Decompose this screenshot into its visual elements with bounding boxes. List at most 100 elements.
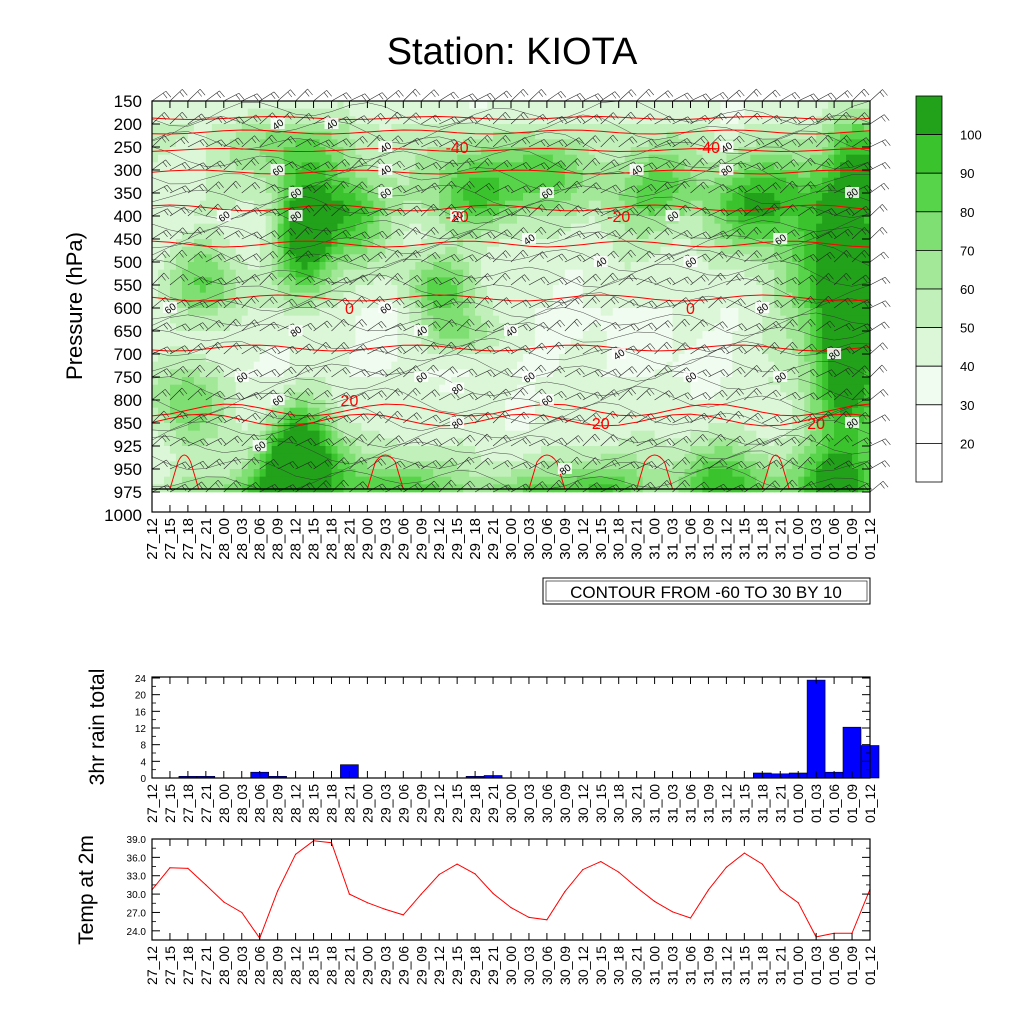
humidity-cell [708,223,715,232]
humidity-cell [756,108,763,117]
humidity-cell [283,323,291,332]
humidity-cell [816,400,823,409]
humidity-cell [373,331,380,340]
humidity-cell [588,131,596,140]
humidity-cell [355,185,362,194]
humidity-cell [469,338,476,347]
humidity-cell [187,277,195,286]
humidity-cell [822,361,829,370]
humidity-cell [702,384,709,393]
humidity-cell [564,254,572,263]
humidity-cell [858,101,865,110]
humidity-cell [828,216,835,225]
humidity-cell [786,361,793,370]
humidity-cell [152,262,159,271]
humidity-cell [211,346,219,355]
humidity-cell [600,124,608,133]
humidity-cell [259,323,267,332]
humidity-cell [385,131,392,140]
humidity-cell [816,384,823,393]
humidity-cell [762,216,769,225]
humidity-cell [600,369,608,378]
humidity-cell [648,108,655,117]
humidity-cell [259,239,267,248]
humidity-cell [528,154,536,163]
humidity-cell [744,239,751,248]
humidity-cell [331,346,338,355]
humidity-cell [564,223,572,232]
humidity-cell [355,315,362,324]
humidity-cell [738,239,745,248]
humidity-cell [720,269,727,278]
humidity-cell [738,124,745,133]
humidity-cell [654,269,661,278]
humidity-cell [205,323,213,332]
humidity-cell [259,308,267,317]
humidity-cell [427,208,434,217]
humidity-cell [241,415,249,424]
humidity-cell [762,223,769,232]
humidity-cell [660,269,667,278]
humidity-cell [624,315,632,324]
humidity-cell [780,354,787,363]
humidity-cell [505,124,512,133]
humidity-cell [618,239,626,248]
humidity-cell [618,292,626,301]
humidity-cell [570,162,578,171]
humidity-cell [534,415,542,424]
humidity-cell [481,223,488,232]
humidity-cell [714,277,721,286]
humidity-cell [564,239,572,248]
humidity-cell [313,400,320,409]
humidity-cell [319,323,326,332]
humidity-cell [319,231,326,240]
humidity-cell [397,407,404,416]
humidity-cell [762,231,769,240]
humidity-cell [229,193,237,202]
humidity-cell [451,131,458,140]
humidity-cell [463,269,470,278]
humidity-cell [157,177,165,186]
humidity-cell [259,177,267,186]
humidity-cell [732,124,739,133]
humidity-cell [295,162,302,171]
humidity-cell [774,277,781,286]
humidity-cell [636,200,644,209]
humidity-cell [499,285,506,294]
humidity-cell [540,231,548,240]
humidity-cell [289,108,296,117]
humidity-cell [193,200,201,209]
humidity-cell [325,254,332,263]
humidity-cell [570,101,578,110]
humidity-cell [169,392,177,401]
humidity-cell [786,185,793,194]
humidity-cell [253,246,261,255]
humidity-cell [457,400,464,409]
humidity-cell [540,131,548,140]
humidity-cell [822,216,829,225]
humidity-cell [516,246,524,255]
humidity-cell [726,354,733,363]
humidity-cell [415,292,422,301]
humidity-cell [732,239,739,248]
humidity-cell [840,239,847,248]
humidity-cell [576,239,584,248]
humidity-cell [522,323,530,332]
humidity-cell [451,139,458,148]
humidity-cell [816,346,823,355]
humidity-cell [217,147,225,156]
humidity-cell [481,124,488,133]
humidity-cell [816,131,823,140]
humidity-cell [199,177,207,186]
humidity-cell [283,200,291,209]
humidity-cell [756,262,763,271]
humidity-cell [534,147,542,156]
humidity-cell [846,269,853,278]
humidity-cell [493,254,500,263]
humidity-cell [516,361,524,370]
humidity-cell [313,262,320,271]
humidity-cell [421,346,428,355]
humidity-cell [672,315,679,324]
humidity-cell [552,216,560,225]
humidity-cell [427,277,434,286]
